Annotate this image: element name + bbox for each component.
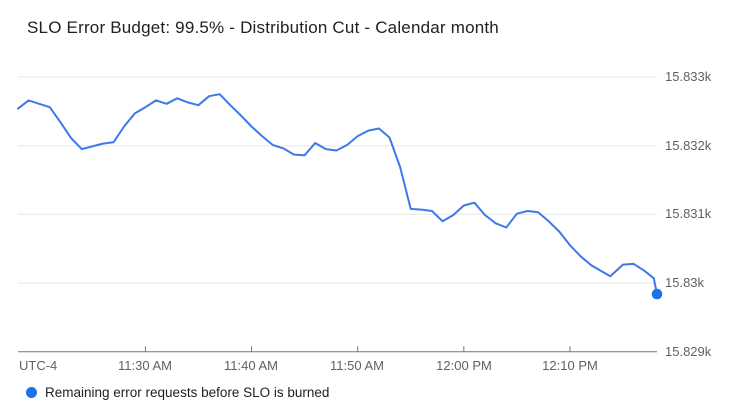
chart-title: SLO Error Budget: 99.5% - Distribution C… (27, 18, 499, 37)
legend-series-dot-icon (26, 387, 37, 398)
timezone-label: UTC-4 (19, 358, 58, 373)
y-axis-tick-label: 15.833k (665, 69, 712, 84)
x-axis-tick-label: 12:10 PM (542, 358, 598, 373)
legend-item[interactable]: Remaining error requests before SLO is b… (26, 385, 329, 400)
x-axis-tick-label: 11:50 AM (330, 358, 384, 373)
x-axis-tick-label: 11:30 AM (118, 358, 172, 373)
x-axis-tick-label: 11:40 AM (224, 358, 278, 373)
series-line[interactable] (17, 93, 658, 296)
y-axis-tick-label: 15.829k (665, 344, 712, 359)
legend-series-label: Remaining error requests before SLO is b… (45, 385, 330, 400)
x-axis-tick-label: 12:00 PM (436, 358, 492, 373)
y-axis-tick-label: 15.832k (665, 138, 712, 153)
latest-point-marker[interactable] (651, 288, 663, 300)
y-axis-tick-label: 15.831k (665, 206, 712, 221)
y-axis-tick-label: 15.83k (665, 275, 705, 290)
